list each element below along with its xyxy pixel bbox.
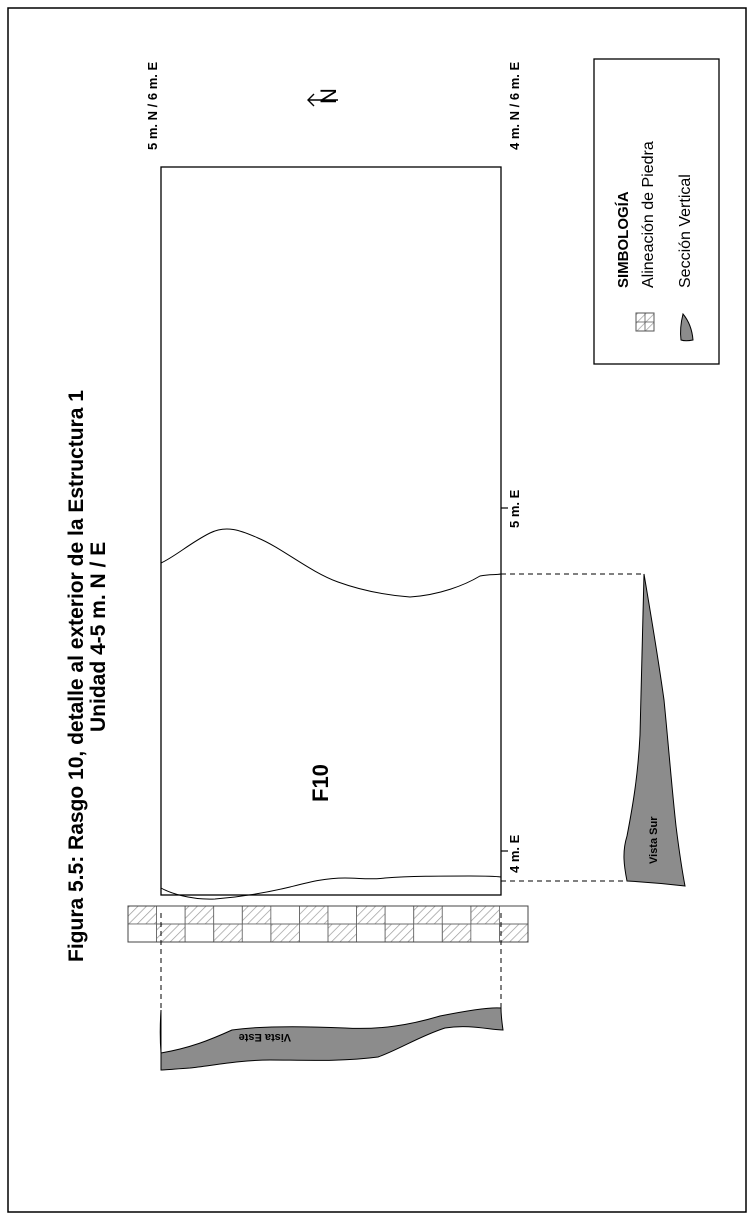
stone-block <box>299 923 329 943</box>
north-arrow-icon <box>307 93 338 107</box>
grid-label-5m: 5 m. E <box>507 489 522 528</box>
stone-block <box>384 905 415 925</box>
figure-title: Figura 5.5: Rasgo 10, detalle al exterio… <box>65 390 88 962</box>
stone-block <box>270 905 300 925</box>
stone-block <box>213 905 243 925</box>
grid-label-top-left: 5 m. N / 6 m. E <box>145 62 160 150</box>
feature-boundary-upper <box>160 528 502 598</box>
stone-block <box>327 905 357 925</box>
stone-alignment-outline <box>127 905 529 943</box>
stone-block <box>241 905 272 925</box>
figure-subtitle: Unidad 4-5 m. N / E <box>87 542 110 732</box>
feature-boundary-lower <box>160 875 502 900</box>
stone-block <box>127 923 157 943</box>
stone-block <box>356 905 386 925</box>
stone-block <box>441 905 472 925</box>
projection-lines <box>160 573 644 1010</box>
south-view-label: Vista Sur <box>648 816 660 864</box>
excavation-unit <box>160 166 502 896</box>
stone-block <box>413 923 443 943</box>
page-frame <box>7 7 747 1213</box>
stone-block <box>184 905 215 925</box>
stone-block <box>413 905 443 925</box>
stone-block <box>356 923 386 943</box>
stone-block <box>441 923 472 943</box>
stone-alignment <box>127 905 529 943</box>
grid-label-4m: 4 m. E <box>507 834 522 873</box>
east-view-label: Vista Este <box>239 1031 291 1043</box>
south-view-section <box>623 573 686 887</box>
legend-box <box>593 58 720 365</box>
stone-block <box>327 923 357 943</box>
stone-block <box>499 923 529 943</box>
feature-label: F10 <box>308 764 333 802</box>
stone-block <box>241 923 272 943</box>
stone-alignment-icon <box>635 312 655 332</box>
stone-block <box>213 923 243 943</box>
legend-item-stone-alignment: Alineación de Piedra <box>640 141 657 288</box>
stone-block <box>184 923 215 943</box>
stone-block <box>499 905 529 925</box>
legend-title: SIMBOLOGÍA <box>615 191 632 288</box>
stone-block <box>470 905 500 925</box>
stone-block <box>127 905 157 925</box>
stone-block <box>470 923 500 943</box>
stone-block <box>384 923 415 943</box>
grid-label-bottom-left: 4 m. N / 6 m. E <box>507 62 522 150</box>
stone-block <box>299 905 329 925</box>
stone-block <box>270 923 300 943</box>
east-view-section <box>159 1007 504 1071</box>
vertical-section-icon <box>680 312 694 342</box>
north-label: N <box>316 88 341 104</box>
legend-item-vertical-section: Sección Vertical <box>677 174 694 288</box>
